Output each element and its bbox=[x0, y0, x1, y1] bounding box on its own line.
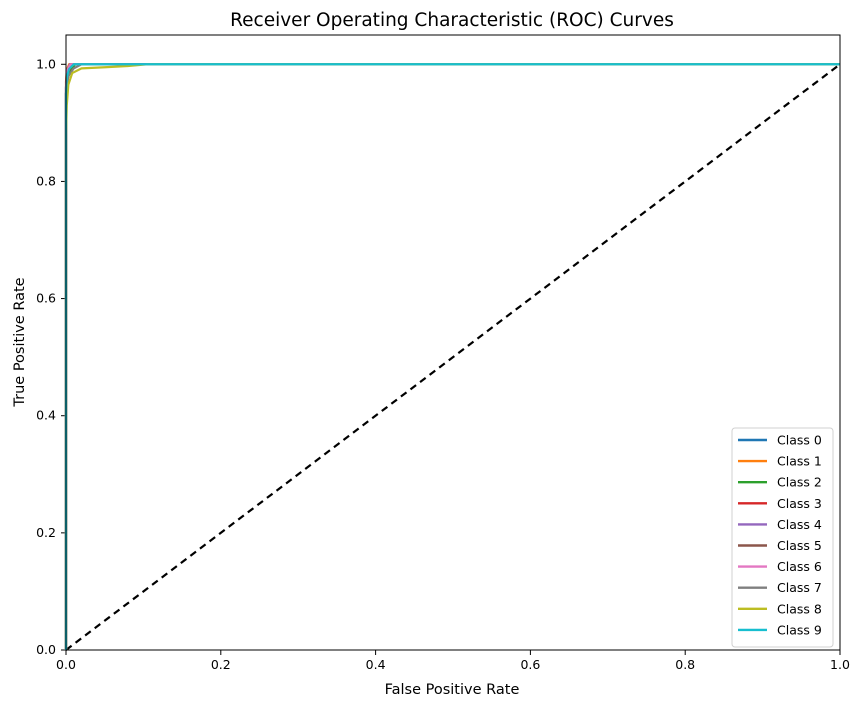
y-tick-label: 0.4 bbox=[36, 408, 56, 423]
x-tick-label: 0.8 bbox=[675, 657, 695, 672]
legend-label-6: Class 6 bbox=[777, 559, 822, 574]
legend: Class 0 Class 1 Class 2 Class 3 Class 4 Class… bbox=[731, 427, 834, 648]
diagonal-reference-line bbox=[65, 63, 841, 651]
legend-label-1: Class 1 bbox=[777, 454, 822, 469]
plot-area: 0.0 0.2 0.4 0.6 0.8 1.0 0.0 0.2 0.4 0.6 0.8 1.0 bbox=[36, 34, 850, 672]
legend-label-2: Class 2 bbox=[777, 475, 822, 490]
legend-label-4: Class 4 bbox=[777, 517, 822, 532]
legend-label-0: Class 0 bbox=[777, 433, 822, 448]
legend-label-9: Class 9 bbox=[777, 622, 822, 637]
plot-frame bbox=[65, 34, 841, 651]
y-axis-label: True Positive Rate bbox=[12, 277, 28, 407]
plot-background bbox=[66, 35, 840, 650]
x-axis-label: False Positive Rate bbox=[385, 682, 520, 698]
legend-label-3: Class 3 bbox=[777, 496, 822, 511]
y-tick-label: 0.8 bbox=[36, 173, 56, 188]
y-tick-label: 0.2 bbox=[36, 525, 56, 540]
x-tick-label: 1.0 bbox=[830, 657, 850, 672]
x-tick-label: 0.2 bbox=[211, 657, 231, 672]
x-tick-label: 0.6 bbox=[520, 657, 540, 672]
x-tick-label: 0.0 bbox=[56, 657, 76, 672]
y-tick-label: 1.0 bbox=[36, 56, 56, 71]
y-tick-label: 0.6 bbox=[36, 291, 56, 306]
legend-label-8: Class 8 bbox=[777, 601, 822, 616]
legend-label-7: Class 7 bbox=[777, 580, 822, 595]
legend-label-5: Class 5 bbox=[777, 538, 822, 553]
chart-title: Receiver Operating Characteristic (ROC) … bbox=[230, 10, 674, 31]
y-tick-label: 0.0 bbox=[36, 642, 56, 657]
x-tick-label: 0.4 bbox=[366, 657, 386, 672]
